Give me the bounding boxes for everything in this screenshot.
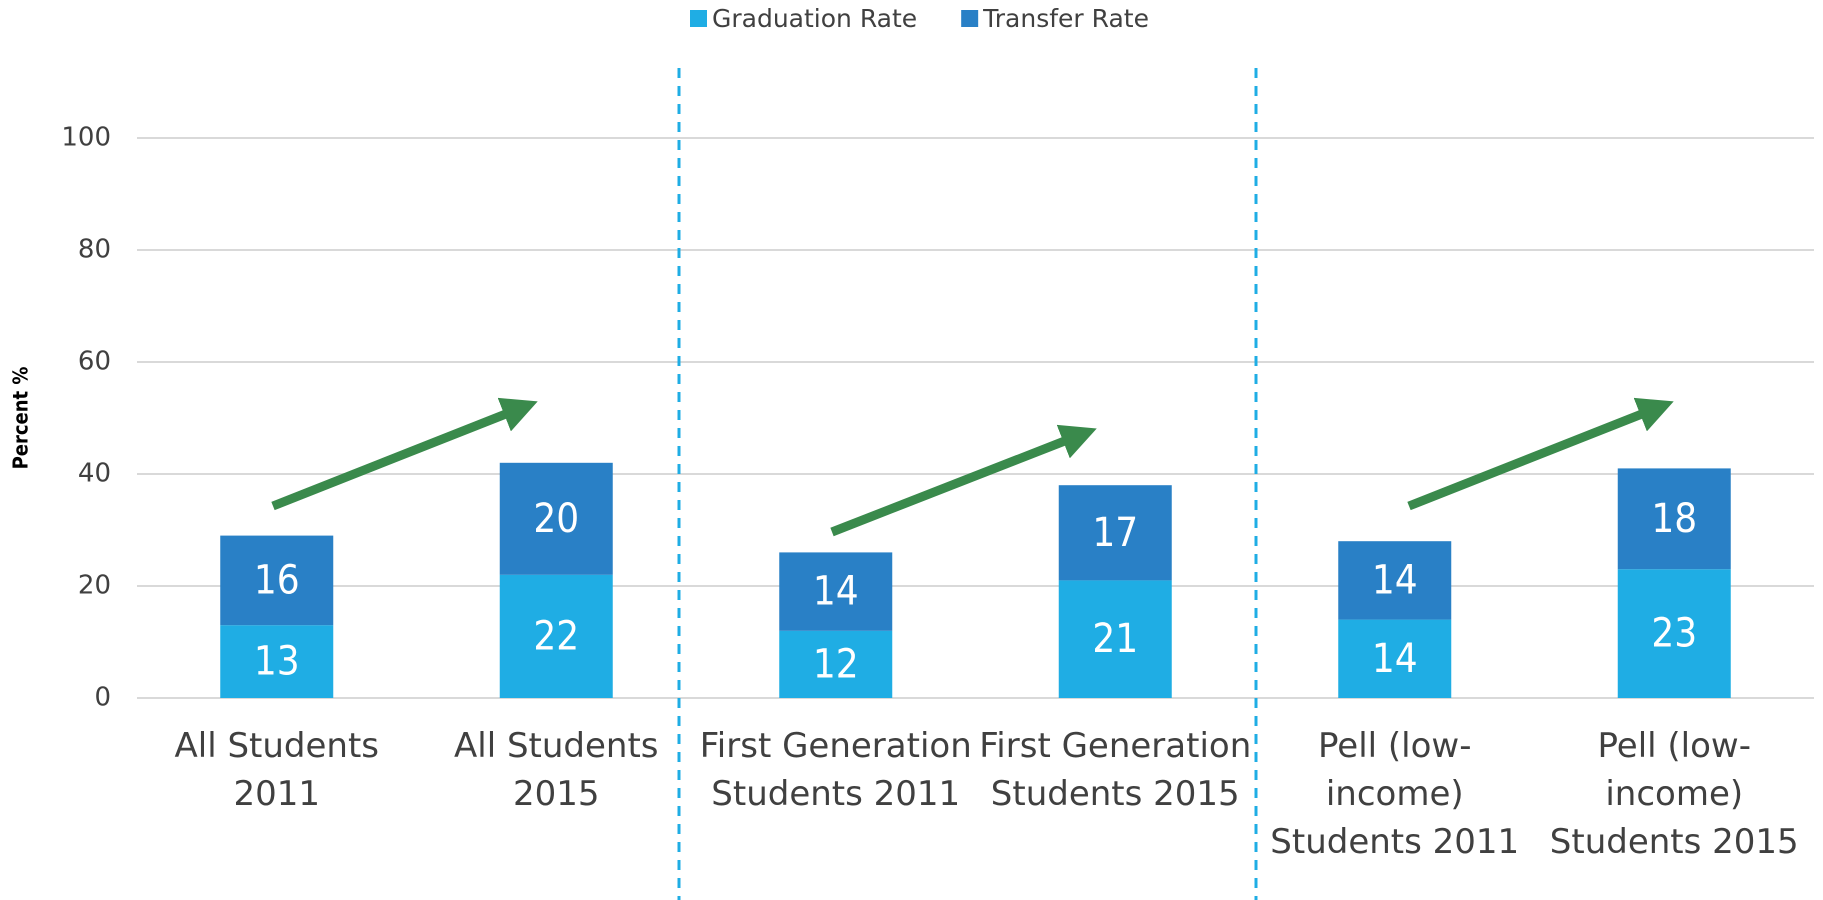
y-tick-label: 100 <box>61 123 111 153</box>
x-tick-label: Pell (low-income) Students 2011 <box>1270 726 1520 862</box>
trend-arrow <box>271 397 538 511</box>
data-label: 22 <box>533 613 579 659</box>
y-tick-label: 60 <box>78 347 111 377</box>
trend-arrow <box>830 424 1097 537</box>
bar-segment <box>779 630 893 698</box>
x-tick-label: First Generation Students 2011 <box>699 726 972 814</box>
bar-segment <box>1338 541 1452 620</box>
data-label: 13 <box>254 639 300 685</box>
bar-segment <box>1058 485 1172 581</box>
y-tick-label: 0 <box>94 683 111 713</box>
bar-segment <box>499 462 613 575</box>
data-label: 14 <box>1372 557 1418 603</box>
data-label: 21 <box>1092 616 1138 662</box>
data-label: 14 <box>1372 636 1418 682</box>
legend-label: Graduation Rate <box>712 4 917 33</box>
trend-arrow <box>1407 397 1674 511</box>
bar-segment <box>1617 569 1731 698</box>
data-label: 20 <box>533 496 579 542</box>
y-tick-label: 80 <box>78 235 111 265</box>
bar-segment <box>1058 580 1172 698</box>
x-tick-label: All Students 2015 <box>453 726 659 814</box>
data-label: 12 <box>813 641 859 687</box>
data-label: 17 <box>1092 510 1138 556</box>
grid <box>137 137 1814 699</box>
bar-segment <box>220 535 334 626</box>
data-label: 18 <box>1651 496 1697 542</box>
y-axis-label: Percent % <box>9 367 33 470</box>
x-tick-label: First Generation Students 2015 <box>979 726 1252 814</box>
bar-segment <box>499 574 613 698</box>
data-label: 16 <box>254 557 300 603</box>
y-tick-label: 20 <box>78 571 111 601</box>
bar-segment <box>1617 468 1731 570</box>
x-tick-label: All Students 2011 <box>174 726 379 814</box>
bar-segment <box>779 552 893 631</box>
bar-segment <box>220 625 334 698</box>
y-tick-label: 40 <box>78 459 111 489</box>
legend-label: Transfer Rate <box>982 4 1149 33</box>
legend-swatch <box>961 10 979 27</box>
data-label: 14 <box>813 569 859 615</box>
x-tick-label: Pell (low-income) Students 2015 <box>1549 726 1799 862</box>
bar-segment <box>1338 619 1452 698</box>
data-label: 23 <box>1651 611 1697 657</box>
legend-swatch <box>690 10 707 27</box>
